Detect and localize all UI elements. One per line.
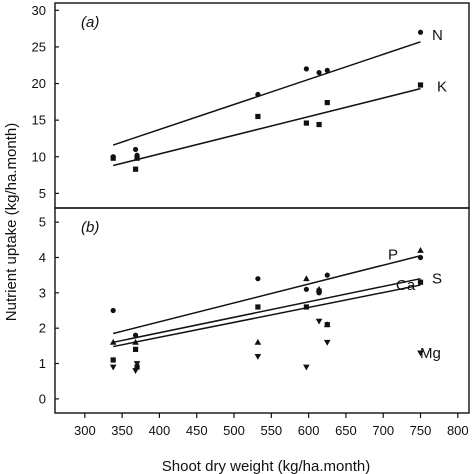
y-tick-label: 5 xyxy=(39,215,46,230)
data-point-n xyxy=(255,91,261,98)
series-label-mg: Mg xyxy=(420,345,441,362)
data-point-mg xyxy=(315,318,323,325)
y-tick-label: 10 xyxy=(32,149,46,164)
x-tick-label: 600 xyxy=(298,423,320,438)
series-label-k: K xyxy=(437,79,447,96)
x-tick-label: 800 xyxy=(447,423,469,438)
y-tick-label: 4 xyxy=(39,250,46,265)
data-point-s xyxy=(303,286,309,292)
x-axis: 300 350 400 450 500 550 600 650 700 750 800 xyxy=(74,413,469,438)
data-point-n xyxy=(303,66,309,72)
data-point-s xyxy=(324,272,330,278)
data-point-n xyxy=(132,146,139,153)
data-point-n xyxy=(324,67,330,73)
x-tick-label: 300 xyxy=(74,423,96,438)
series-label-s: S xyxy=(432,271,442,288)
panel-label: (b) xyxy=(81,219,99,236)
series-p: P xyxy=(109,247,424,345)
x-tick-label: 750 xyxy=(410,423,432,438)
y-tick-label: 5 xyxy=(39,186,46,201)
y-tick-label: 20 xyxy=(32,76,46,91)
panel-label: (a) xyxy=(81,14,99,31)
fit-line-n xyxy=(112,41,421,146)
y-tick-label: 15 xyxy=(32,113,46,128)
data-point-k xyxy=(134,155,140,161)
panel-a: 5 10 15 20 25 30 (a) N K xyxy=(32,2,470,209)
series-k: K xyxy=(110,79,447,172)
series-s: S xyxy=(110,254,442,344)
fit-line-p xyxy=(112,254,421,335)
y-tick-label: 3 xyxy=(39,285,46,300)
data-point-s xyxy=(132,332,139,338)
panel-a-frame xyxy=(54,2,470,209)
fit-line-s xyxy=(113,277,421,344)
panel-b-frame xyxy=(54,207,470,414)
data-point-ca xyxy=(316,288,322,294)
data-point-ca xyxy=(417,279,424,285)
data-point-ca xyxy=(303,304,309,310)
data-point-n xyxy=(316,69,322,76)
data-point-ca xyxy=(132,346,139,352)
y-tick-label: 25 xyxy=(32,39,46,54)
y-tick-label: 2 xyxy=(39,321,46,336)
y-axis-label: Nutrient uptake (kg/ha.month) xyxy=(3,123,20,321)
data-point-k xyxy=(316,121,322,128)
data-point-k xyxy=(417,82,424,88)
x-tick-label: 500 xyxy=(223,423,245,438)
series-ca: Ca xyxy=(110,277,424,370)
x-tick-label: 550 xyxy=(260,423,282,438)
x-axis-label: Shoot dry weight (kg/ha.month) xyxy=(162,458,370,474)
data-point-s xyxy=(417,254,424,261)
x-tick-label: 700 xyxy=(372,423,394,438)
data-point-p xyxy=(417,247,424,253)
data-point-n xyxy=(417,29,424,35)
y-tick-label: 1 xyxy=(39,356,46,371)
fit-line-ca xyxy=(113,284,421,348)
series-mg: Mg xyxy=(109,318,441,374)
data-point-mg xyxy=(254,354,262,360)
data-point-mg xyxy=(109,364,117,371)
panel-b: 0 1 2 3 4 5 (b) P S Ca Mg xyxy=(39,207,470,414)
data-point-p xyxy=(254,338,262,345)
data-point-mg xyxy=(133,361,141,367)
data-point-ca xyxy=(324,322,330,328)
series-label-ca: Ca xyxy=(396,277,416,294)
data-point-ca xyxy=(255,304,261,310)
data-point-mg xyxy=(303,364,310,371)
x-tick-label: 400 xyxy=(149,423,171,438)
fit-line-k xyxy=(113,87,421,167)
y-tick-label: 0 xyxy=(39,391,46,406)
x-tick-label: 650 xyxy=(335,423,357,438)
data-point-mg xyxy=(417,350,424,357)
data-point-k xyxy=(255,113,261,120)
data-point-k xyxy=(303,120,309,126)
data-point-k xyxy=(132,166,139,172)
series-n: N xyxy=(110,27,443,160)
data-point-ca xyxy=(110,357,116,363)
data-point-k xyxy=(324,99,330,106)
data-point-p xyxy=(303,275,310,282)
data-point-s xyxy=(255,276,261,282)
x-tick-label: 450 xyxy=(186,423,208,438)
y-tick-label: 30 xyxy=(32,3,46,18)
data-point-ca xyxy=(134,364,140,370)
data-point-mg xyxy=(323,339,331,346)
data-point-mg xyxy=(132,368,139,374)
data-point-k xyxy=(110,155,116,161)
x-tick-label: 350 xyxy=(111,423,133,438)
series-label-p: P xyxy=(388,247,398,264)
series-label-n: N xyxy=(432,27,443,44)
data-point-s xyxy=(110,307,116,314)
